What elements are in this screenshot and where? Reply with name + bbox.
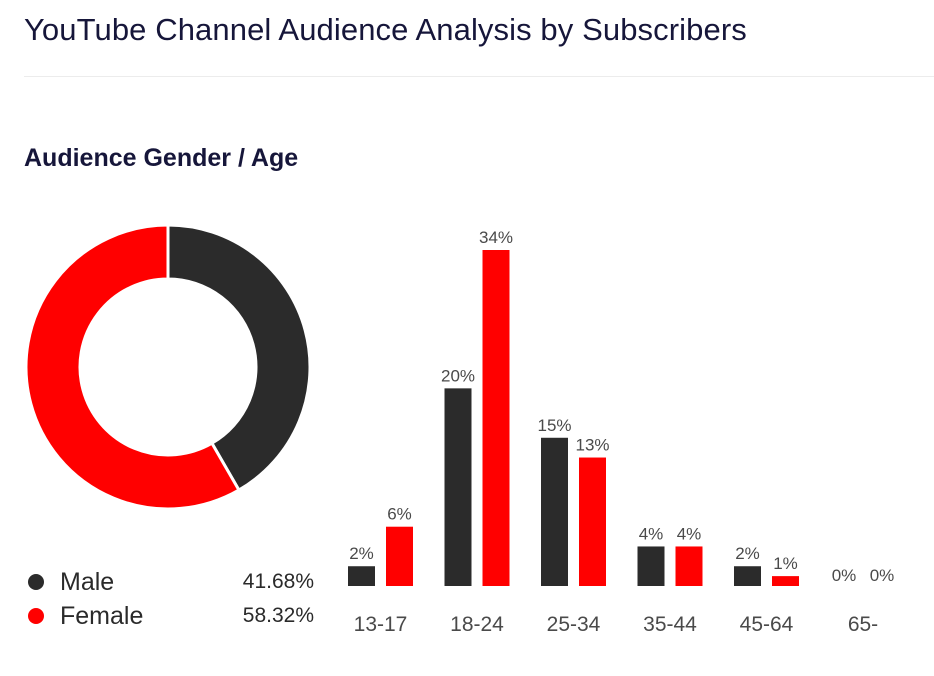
tick-label-25-34: 25-34 — [547, 613, 601, 636]
tick-label-45-64: 45-64 — [740, 613, 794, 636]
page-title: YouTube Channel Audience Analysis by Sub… — [24, 12, 747, 47]
bar-male-18-24[interactable] — [444, 388, 472, 586]
gender-donut-chart — [24, 223, 312, 511]
bar-male-25-34[interactable] — [541, 437, 568, 586]
bar-female-13-17[interactable] — [386, 526, 413, 586]
data-label-female-35-44: 4% — [677, 524, 702, 543]
donut-slice-male[interactable] — [166, 223, 312, 493]
bar-female-18-24[interactable] — [482, 250, 510, 586]
data-label-male-35-44: 4% — [639, 524, 664, 543]
bar-male-13-17[interactable] — [348, 566, 375, 586]
legend-dot-male — [28, 574, 44, 590]
bar-male-35-44[interactable] — [637, 546, 665, 586]
section-title: Audience Gender / Age — [24, 144, 299, 172]
donut-slice-female[interactable] — [24, 223, 241, 511]
legend-value-female: 58.32% — [242, 604, 314, 627]
legend-item-female[interactable]: Female 58.32% — [24, 599, 314, 633]
data-label-male-18-24: 20% — [441, 366, 475, 385]
bar-female-25-34[interactable] — [579, 457, 606, 586]
gender-legend: Male 41.68% Female 58.32% — [24, 565, 314, 633]
data-label-female-18-24: 34% — [479, 228, 513, 247]
legend-label-female: Female — [60, 601, 144, 630]
legend-value-male: 41.68% — [242, 570, 314, 593]
age-bar-chart: 2% 6% 13-17 20% 34% 18-24 15%13% 25-34 4% 4% 35-44… — [348, 228, 895, 636]
legend-dot-female — [28, 608, 44, 624]
tick-label-35-44: 35-44 — [643, 613, 697, 636]
tick-label-13-17: 13-17 — [354, 613, 408, 636]
data-label-male-13-17: 2% — [349, 544, 374, 563]
tick-label-65-: 65- — [848, 613, 878, 636]
title-divider — [24, 76, 934, 77]
legend-label-male: Male — [60, 567, 115, 596]
legend-item-male[interactable]: Male 41.68% — [24, 565, 314, 599]
tick-label-18-24: 18-24 — [450, 613, 504, 636]
data-label-female-25-34: 13% — [575, 436, 609, 455]
data-label-male-65-: 0% — [832, 566, 857, 585]
data-label-female-65-: 0% — [870, 566, 895, 585]
data-label-male-25-34: 15% — [537, 416, 571, 435]
bar-female-35-44[interactable] — [675, 546, 703, 586]
bar-male-45-64[interactable] — [734, 566, 761, 586]
bar-female-45-64[interactable] — [772, 576, 799, 586]
data-label-female-13-17: 6% — [387, 505, 412, 524]
data-label-female-45-64: 1% — [773, 554, 798, 573]
data-label-male-45-64: 2% — [735, 544, 760, 563]
